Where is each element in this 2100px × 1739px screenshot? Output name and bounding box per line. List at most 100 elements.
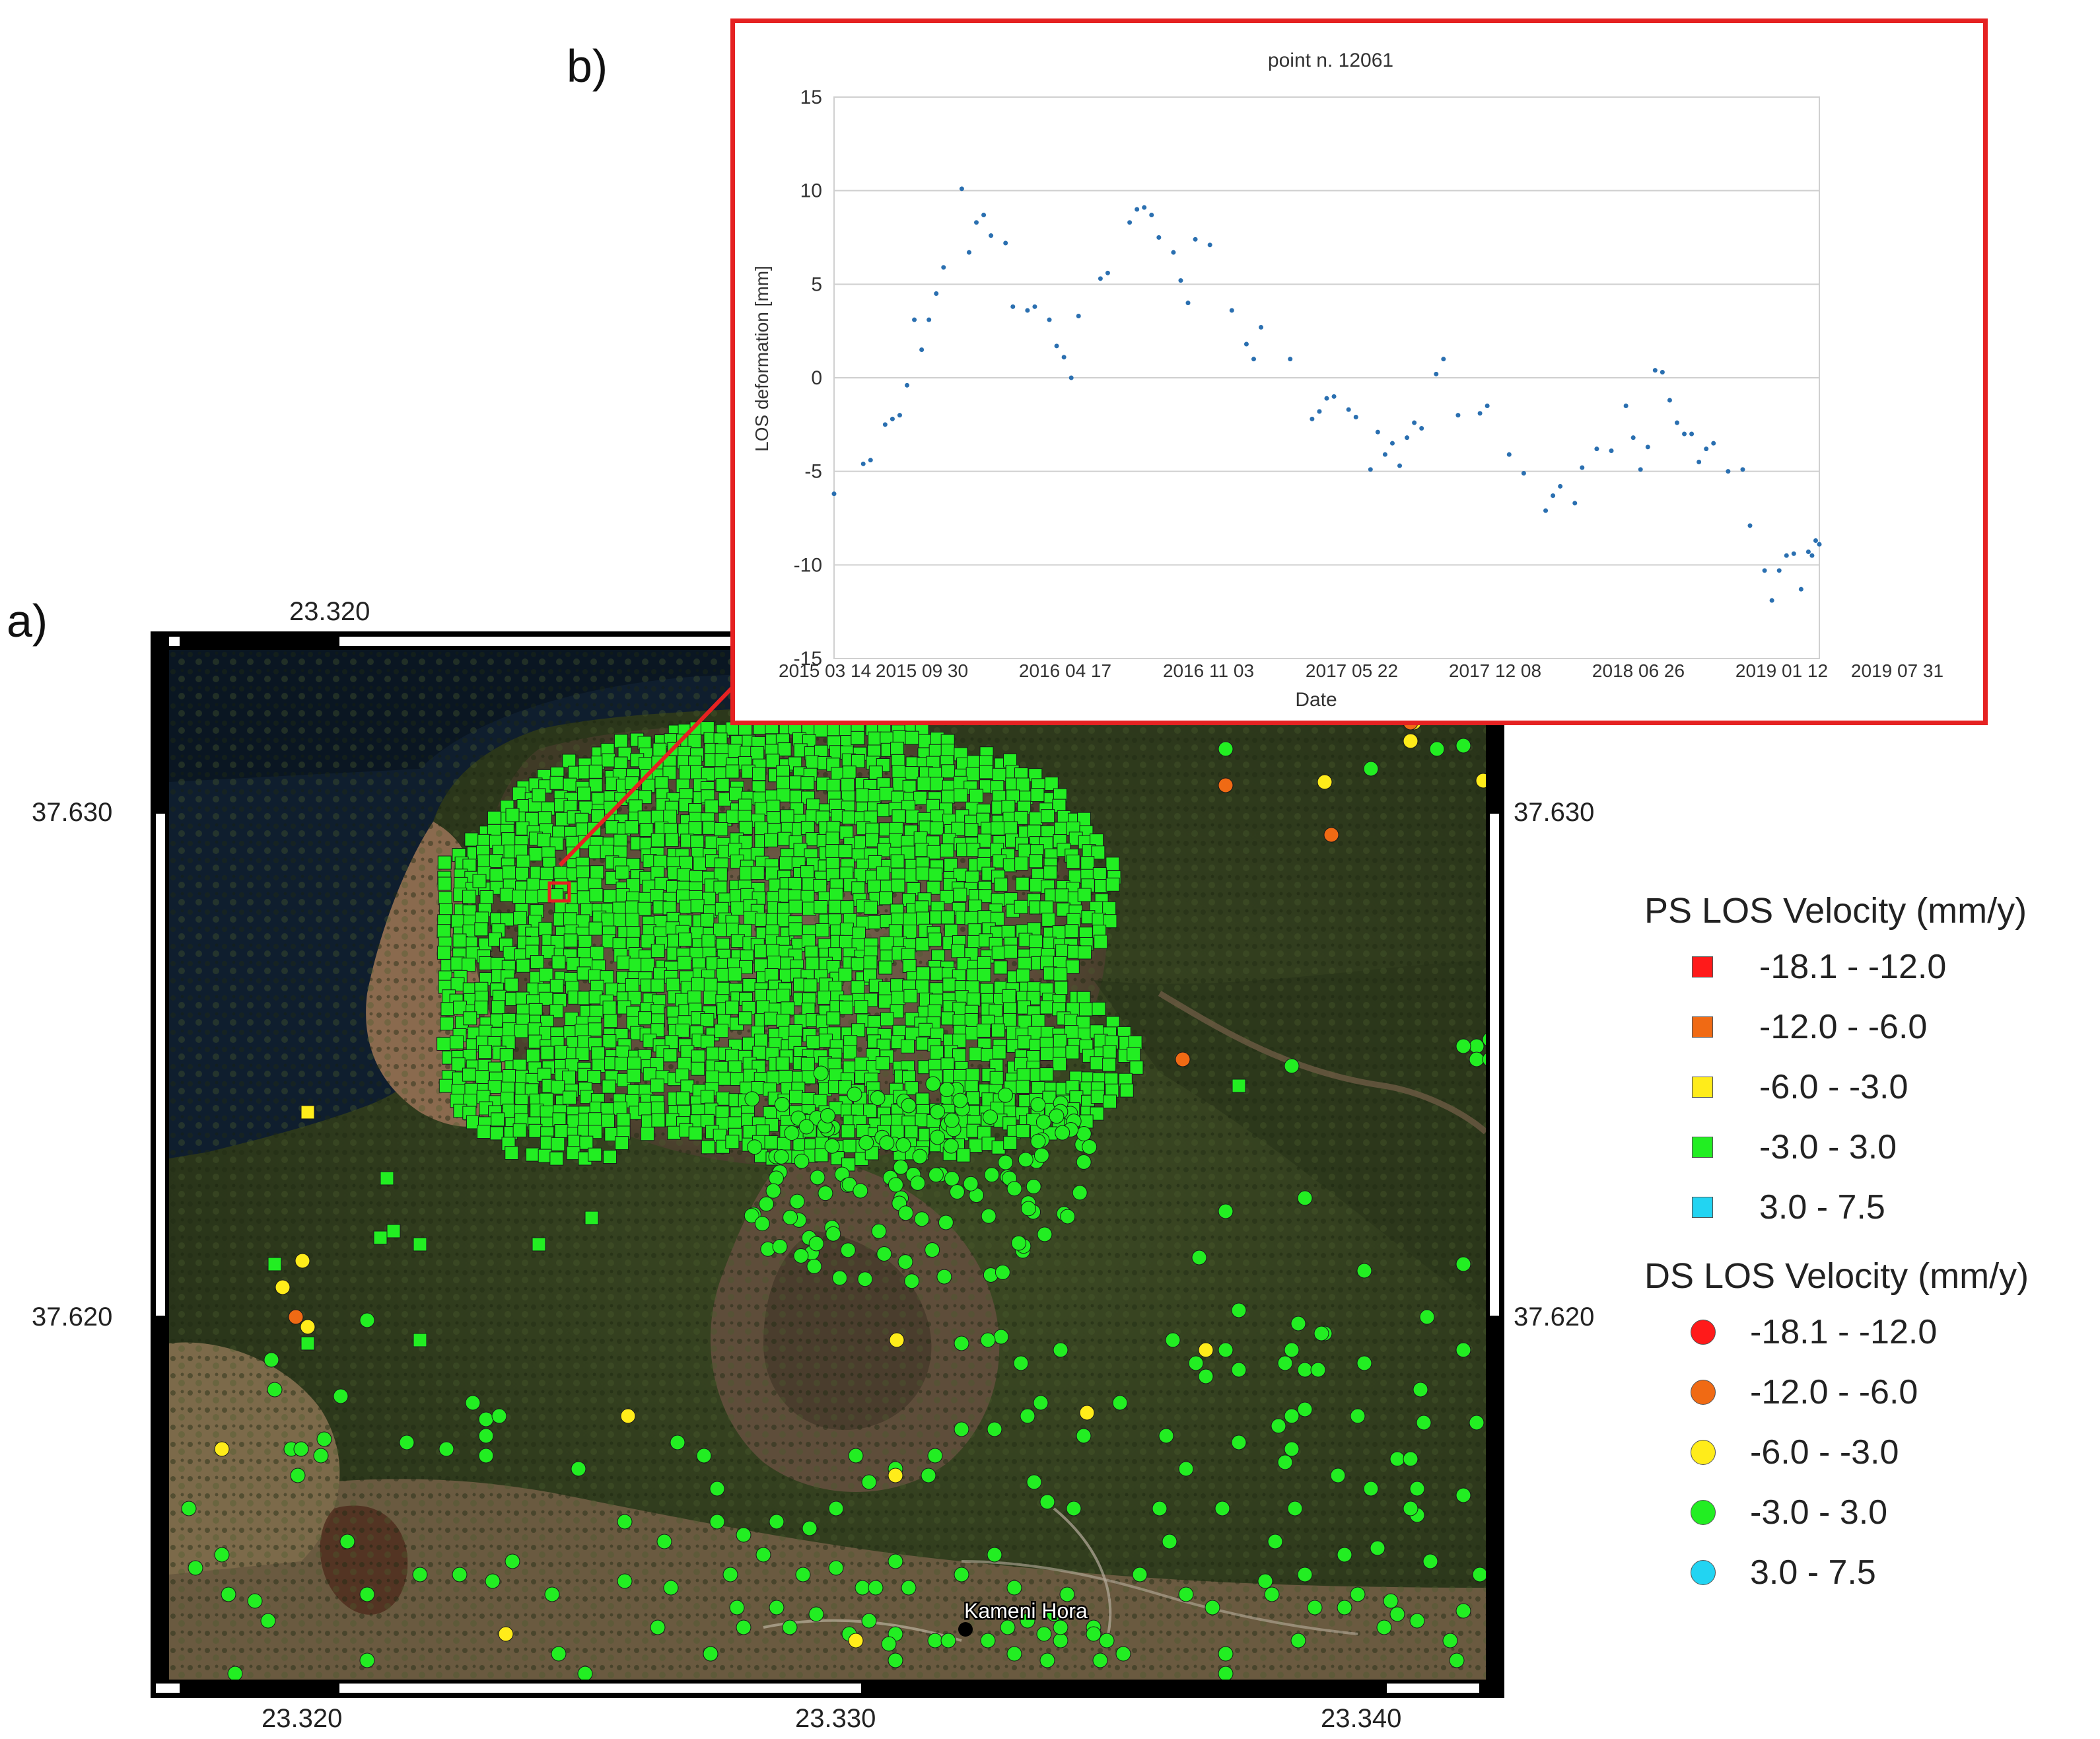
ds-point (755, 1547, 771, 1563)
ps-point (579, 1135, 594, 1150)
data-point (1032, 304, 1037, 309)
ps-point (1077, 888, 1092, 902)
ps-point (588, 1022, 602, 1037)
ps-point (654, 876, 669, 891)
ps-point (705, 1046, 720, 1061)
ps-point (817, 990, 831, 1005)
ps-point (825, 844, 840, 859)
ds-point (1158, 1428, 1174, 1444)
ps-point (602, 1079, 616, 1094)
ps-point (625, 900, 639, 915)
ps-point (969, 789, 983, 803)
ps-point (650, 1101, 665, 1116)
ds-point (577, 1666, 593, 1680)
ps-point (1017, 1035, 1032, 1049)
ps-point (638, 1102, 652, 1116)
ps-point (1039, 1046, 1054, 1061)
ps-point (801, 1092, 816, 1107)
ps-point (800, 776, 815, 791)
ds-point (954, 1335, 969, 1351)
ps-point (512, 1123, 527, 1138)
ps-point (992, 1045, 1006, 1059)
ds-point (784, 1125, 800, 1141)
ps-point (539, 968, 553, 982)
ps-point (650, 810, 665, 824)
ps-point (753, 944, 768, 958)
ds-point (1006, 1580, 1022, 1596)
ds-point (943, 1138, 959, 1154)
ds-point (914, 1211, 930, 1227)
ps-point (688, 1126, 703, 1141)
ps-point (728, 787, 743, 801)
data-point (1623, 404, 1628, 408)
ps-point (716, 968, 730, 982)
data-point (927, 317, 932, 322)
ps-point (1129, 1060, 1144, 1075)
ds-point (1284, 1408, 1300, 1424)
ds-point (359, 1652, 375, 1668)
ps-point (538, 1149, 552, 1163)
ps-point (877, 843, 892, 857)
ps-point (891, 878, 905, 893)
ps-point (868, 789, 882, 804)
ps-point (676, 1091, 690, 1106)
lon-label-bottom: 23.320 (262, 1704, 343, 1733)
ps-point (555, 812, 569, 826)
ds-swatch-circle (1691, 1379, 1716, 1405)
ps-point (526, 1049, 540, 1063)
ds-legend-label: -6.0 - -3.0 (1750, 1433, 1899, 1472)
ps-point (725, 764, 740, 779)
ps-point (562, 754, 577, 768)
ps-point (1016, 1124, 1030, 1139)
ps-point (1103, 1094, 1117, 1109)
ps-point (489, 868, 504, 882)
ps-point (806, 1035, 820, 1049)
ps-point (888, 833, 903, 847)
x-tick-label: 2017 12 08 (1449, 660, 1541, 681)
ps-point (1091, 845, 1105, 860)
ds-point (983, 1109, 998, 1125)
ds-point (893, 1159, 909, 1175)
data-point (1521, 471, 1526, 476)
ps-point (476, 1125, 491, 1139)
ps-point (919, 1022, 933, 1037)
ds-point (1469, 1415, 1485, 1431)
ds-point (769, 1514, 785, 1530)
ps-point (994, 877, 1008, 892)
ps-point (437, 945, 451, 960)
ps-legend-label: 3.0 - 7.5 (1759, 1188, 1885, 1226)
ps-point (805, 956, 820, 971)
ds-point (1297, 1402, 1313, 1417)
map-canvas[interactable]: Kameni Hora (169, 650, 1486, 1680)
ds-point (980, 1332, 996, 1348)
data-point (1740, 467, 1745, 472)
ds-point (1112, 1395, 1128, 1411)
ds-point (316, 1431, 332, 1447)
data-point (1156, 235, 1162, 240)
ps-point (868, 731, 882, 746)
ps-point (828, 900, 843, 914)
ds-point (1323, 827, 1339, 843)
ps-point (588, 1125, 602, 1139)
ds-point (214, 1441, 230, 1457)
ds-point (1099, 1633, 1115, 1649)
ds-point (1455, 1038, 1471, 1054)
ds-point (888, 1652, 903, 1668)
data-point (1193, 236, 1198, 242)
ps-point (1028, 935, 1043, 949)
ps-point (776, 1013, 790, 1028)
lon-label-bottom: 23.340 (1321, 1704, 1402, 1733)
ds-legend-item: -6.0 - -3.0 (1644, 1422, 2100, 1482)
ds-legend-label: -3.0 - 3.0 (1750, 1493, 1888, 1532)
data-point (1317, 409, 1322, 414)
ps-point (838, 844, 853, 859)
ds-point (1086, 1626, 1102, 1642)
ps-point (1065, 924, 1079, 939)
ps-point (1044, 777, 1059, 791)
ps-point (666, 977, 680, 992)
ps-point (928, 933, 942, 947)
ps-point (464, 832, 479, 847)
ps-point (851, 730, 865, 745)
ps-point (450, 977, 465, 992)
ps-point (1078, 1002, 1093, 1016)
